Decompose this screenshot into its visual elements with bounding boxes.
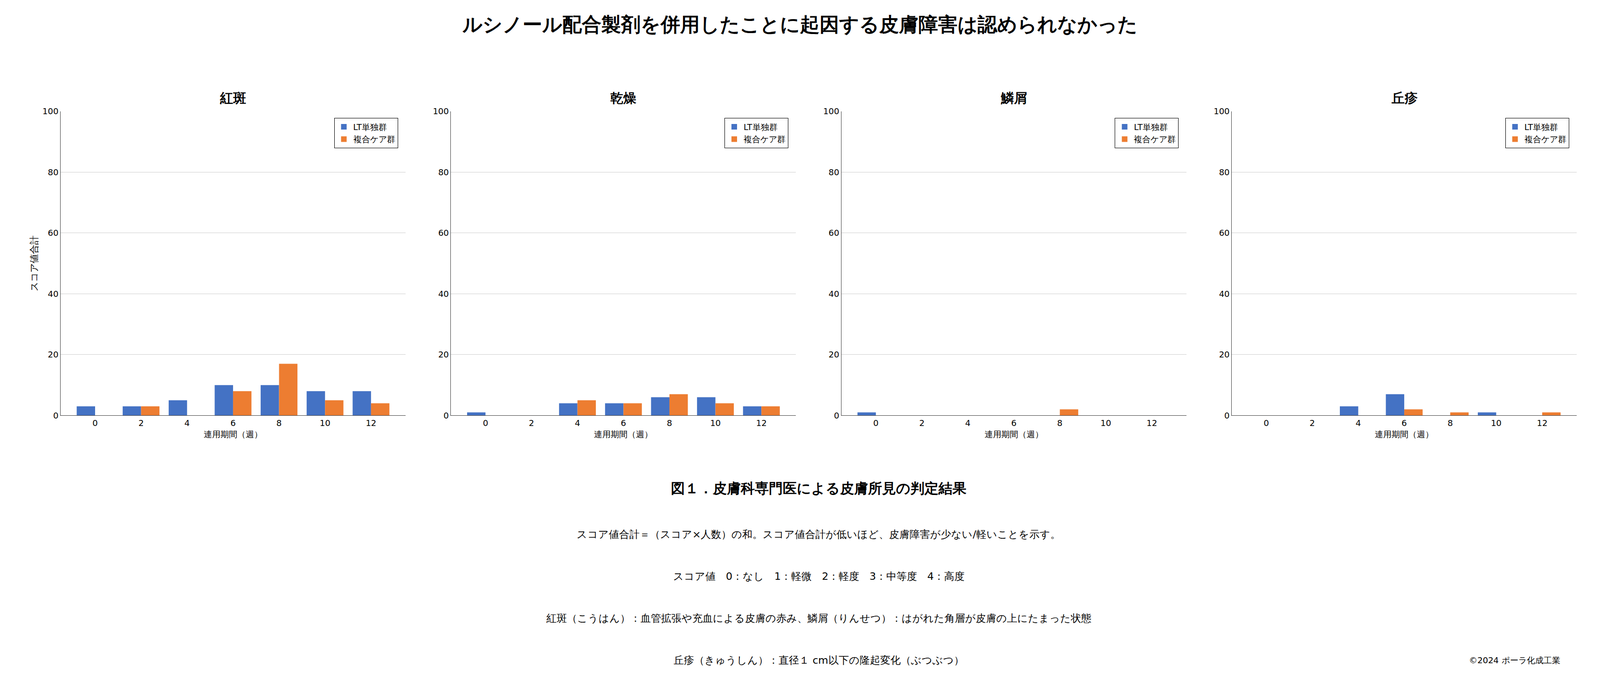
svg-text:12: 12 <box>1537 418 1548 428</box>
svg-text:2: 2 <box>1309 418 1315 428</box>
svg-text:連用期間（週）: 連用期間（週） <box>203 429 263 440</box>
svg-text:40: 40 <box>828 289 840 299</box>
svg-text:8: 8 <box>666 418 672 428</box>
svg-text:ルシノール配合製剤を併用したことに起因する皮膚障害は認められ: ルシノール配合製剤を併用したことに起因する皮膚障害は認められなかった <box>462 13 1138 36</box>
svg-text:8: 8 <box>1447 418 1453 428</box>
svg-text:20: 20 <box>1219 349 1230 360</box>
svg-text:20: 20 <box>828 349 840 360</box>
svg-text:12: 12 <box>365 418 377 428</box>
svg-text:連用期間（週）: 連用期間（週） <box>1374 429 1434 440</box>
svg-text:2: 2 <box>138 418 144 428</box>
svg-text:40: 40 <box>1219 289 1230 299</box>
svg-text:LT単独群: LT単独群 <box>1524 122 1559 132</box>
svg-text:20: 20 <box>47 349 59 360</box>
svg-text:0: 0 <box>1263 418 1269 428</box>
svg-text:複合ケア群: 複合ケア群 <box>353 134 396 145</box>
svg-text:10: 10 <box>319 418 331 428</box>
svg-text:4: 4 <box>965 418 971 428</box>
svg-text:図１．皮膚科専門医による皮膚所見の判定結果: 図１．皮膚科専門医による皮膚所見の判定結果 <box>670 480 967 497</box>
svg-text:8: 8 <box>1057 418 1063 428</box>
svg-text:100: 100 <box>42 106 59 117</box>
svg-text:スコア値合計: スコア値合計 <box>28 235 40 292</box>
svg-text:丘疹（きゅうしん）：直径１ cm以下の隆起変化（ぶつぶつ）: 丘疹（きゅうしん）：直径１ cm以下の隆起変化（ぶつぶつ） <box>673 654 965 667</box>
svg-text:LT単独群: LT単独群 <box>743 122 778 132</box>
svg-text:60: 60 <box>47 227 59 238</box>
svg-text:4: 4 <box>184 418 190 428</box>
svg-text:0: 0 <box>873 418 879 428</box>
svg-text:80: 80 <box>1219 167 1230 178</box>
svg-text:60: 60 <box>1219 227 1230 238</box>
svg-text:80: 80 <box>828 167 840 178</box>
svg-text:0: 0 <box>1224 410 1230 421</box>
svg-text:60: 60 <box>828 227 840 238</box>
svg-text:連用期間（週）: 連用期間（週） <box>984 429 1044 440</box>
svg-text:60: 60 <box>438 227 449 238</box>
svg-text:12: 12 <box>1146 418 1158 428</box>
svg-text:スコア値合計＝（スコア×人数）の和。スコア値合計が低いほど、: スコア値合計＝（スコア×人数）の和。スコア値合計が低いほど、皮膚障害が少ない/軽… <box>576 528 1061 541</box>
svg-text:40: 40 <box>47 289 59 299</box>
svg-text:2: 2 <box>919 418 925 428</box>
svg-text:連用期間（週）: 連用期間（週） <box>593 429 653 440</box>
svg-text:4: 4 <box>574 418 580 428</box>
svg-text:紅斑（こうはん）：血管拡張や充血による皮膚の赤み、鱗屑（りん: 紅斑（こうはん）：血管拡張や充血による皮膚の赤み、鱗屑（りんせつ）：はがれた角層… <box>546 612 1092 625</box>
svg-text:80: 80 <box>438 167 449 178</box>
svg-text:丘疹: 丘疹 <box>1391 90 1418 106</box>
svg-text:6: 6 <box>1011 418 1017 428</box>
svg-text:10: 10 <box>710 418 721 428</box>
svg-text:40: 40 <box>438 289 449 299</box>
svg-text:鱗屑: 鱗屑 <box>1000 90 1028 106</box>
svg-text:0: 0 <box>834 410 840 421</box>
svg-text:100: 100 <box>823 106 840 117</box>
svg-text:6: 6 <box>230 418 236 428</box>
svg-text:©2024 ポーラ化成工業: ©2024 ポーラ化成工業 <box>1468 655 1561 666</box>
svg-text:複合ケア群: 複合ケア群 <box>1524 134 1567 145</box>
svg-text:100: 100 <box>432 106 449 117</box>
svg-text:0: 0 <box>53 410 59 421</box>
svg-text:6: 6 <box>1401 418 1407 428</box>
svg-text:0: 0 <box>92 418 98 428</box>
svg-text:スコア値 0：なし 1：軽微 2：軽度 3：中等度 4：高度: スコア値 0：なし 1：軽微 2：軽度 3：中等度 4：高度 <box>673 570 965 583</box>
svg-text:100: 100 <box>1213 106 1230 117</box>
svg-text:0: 0 <box>482 418 489 428</box>
svg-text:複合ケア群: 複合ケア群 <box>743 134 786 145</box>
svg-text:紅斑: 紅斑 <box>219 90 247 106</box>
svg-text:4: 4 <box>1355 418 1361 428</box>
svg-text:8: 8 <box>276 418 282 428</box>
svg-text:LT単独群: LT単独群 <box>353 122 388 132</box>
svg-text:2: 2 <box>528 418 534 428</box>
svg-text:10: 10 <box>1100 418 1112 428</box>
svg-text:10: 10 <box>1490 418 1502 428</box>
svg-text:0: 0 <box>443 410 449 421</box>
svg-text:6: 6 <box>620 418 627 428</box>
svg-text:80: 80 <box>47 167 59 178</box>
svg-text:20: 20 <box>438 349 449 360</box>
svg-text:LT単独群: LT単独群 <box>1133 122 1168 132</box>
svg-text:乾燥: 乾燥 <box>610 90 637 106</box>
svg-text:12: 12 <box>756 418 767 428</box>
svg-text:複合ケア群: 複合ケア群 <box>1133 134 1176 145</box>
